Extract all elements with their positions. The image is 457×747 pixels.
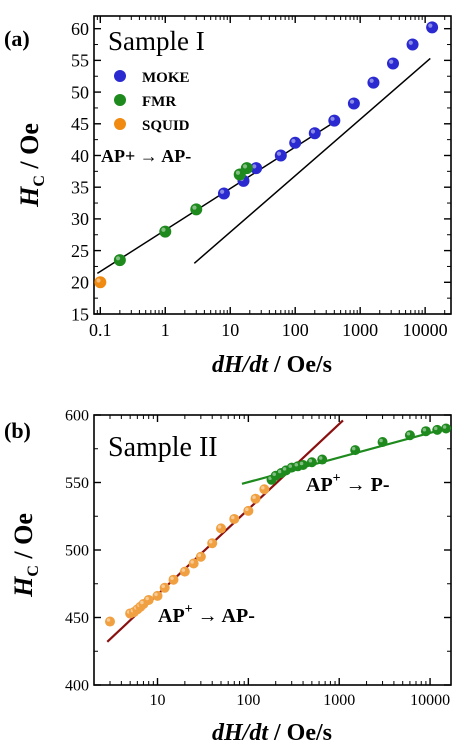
panel-b-label: (b) [4,418,31,443]
data-point [426,21,439,34]
data-point [188,558,199,569]
panel-b-x-tick-labels: 10 100 1000 10000 [150,692,451,709]
data-point [328,114,341,127]
x-tick-label: 10 [150,692,166,709]
panel-b-chart: 10 100 1000 10000 400 450 500 550 600 (b) Sampl… [4,408,452,746]
data-point [250,162,263,175]
x-tick-label: 1000 [342,320,378,340]
data-point [274,149,287,162]
data-point [159,582,170,593]
y-tick-label: 50 [71,82,89,102]
x-tick-label: 1000 [323,692,355,709]
data-point [250,493,261,504]
data-point [306,457,317,468]
panel-a-legend: MOKE FMR SQUID [114,70,190,134]
legend-fmr-marker [114,94,126,106]
data-point [243,505,254,516]
x-tick-label: 1 [161,320,170,340]
data-point [159,225,172,238]
panel-a-x-axis-label: dH/dt / Oe/s [212,352,332,378]
data-point [298,459,309,470]
y-tick-label: 60 [71,19,89,39]
data-point [441,423,452,434]
data-point [179,566,190,577]
y-tick-label: 500 [65,543,89,560]
panel-a-ticks [94,16,451,315]
y-tick-label: 35 [71,177,89,197]
data-point [289,136,302,149]
legend-squid-label: SQUID [142,118,190,134]
legend-moke-label: MOKE [142,70,190,86]
data-point [377,437,388,447]
legend-squid-marker [114,118,126,130]
data-point [143,594,154,605]
legend-fmr-label: FMR [142,94,176,110]
data-point [432,424,443,435]
data-point [217,187,230,200]
x-tick-label: 100 [282,320,309,340]
data-point [404,430,415,441]
data-point [207,538,218,549]
data-point [308,127,321,140]
y-tick-label: 400 [65,678,89,695]
panel-a-y-axis-label: HC / Oe [15,123,48,208]
panel-a-x-tick-labels: 0.1 1 10 100 1000 10000 [89,320,448,340]
panel-a-data-points [94,21,439,289]
panel-b-annotation-ap-to-ap: AP+ → AP- [158,602,255,627]
y-tick-label: 55 [71,51,89,71]
data-point [386,57,399,70]
data-point [190,203,203,216]
x-tick-label: 0.1 [89,320,112,340]
data-point [420,426,431,437]
data-point [152,590,163,601]
panel-a-title: Sample I [108,26,205,56]
y-tick-label: 15 [71,304,89,324]
panel-a-annotation: AP+ → AP- [101,146,191,166]
data-point [406,38,419,51]
data-point [350,445,361,456]
data-point [113,254,126,267]
y-tick-label: 45 [71,114,89,134]
panel-a-y-tick-labels: 15 20 25 30 35 40 45 50 55 60 [71,19,89,324]
x-tick-label: 10000 [410,692,450,709]
data-point [94,276,107,289]
data-point [317,454,328,465]
x-tick-label: 100 [236,692,260,709]
data-point [367,76,380,89]
data-point [216,523,227,534]
y-tick-label: 450 [65,610,89,627]
panel-a-label: (a) [4,26,30,51]
panel-b-ticks [94,414,451,686]
panel-b-x-axis-label: dH/dt / Oe/s [212,720,332,746]
y-tick-label: 550 [65,475,89,492]
x-tick-label: 10000 [403,320,448,340]
y-tick-label: 40 [71,146,89,166]
data-point [259,484,270,495]
panel-b-y-tick-labels: 400 450 500 550 600 [65,408,89,695]
data-point [347,97,360,110]
panel-a-plot-frame [93,15,452,315]
legend-moke-marker [114,70,126,82]
y-tick-label: 600 [65,408,89,425]
y-tick-label: 30 [71,209,89,229]
panel-a-chart: 0.1 1 10 100 1000 10000 15202530354045505560 … [4,15,452,378]
panel-b-data-points [104,423,452,627]
data-point [240,162,253,175]
fit-line [96,119,339,275]
data-point [168,574,179,585]
data-point [104,616,115,627]
panel-b-y-axis-label: HC / Oe [9,513,42,598]
panel-b-annotation-ap-to-p: AP+ → P- [306,471,390,496]
fit-line [193,57,431,264]
panel-b-title: Sample II [108,432,218,463]
x-tick-label: 10 [221,320,239,340]
y-tick-label: 20 [71,273,89,293]
data-point [195,551,206,562]
y-tick-label: 25 [71,241,89,261]
data-point [229,513,240,524]
